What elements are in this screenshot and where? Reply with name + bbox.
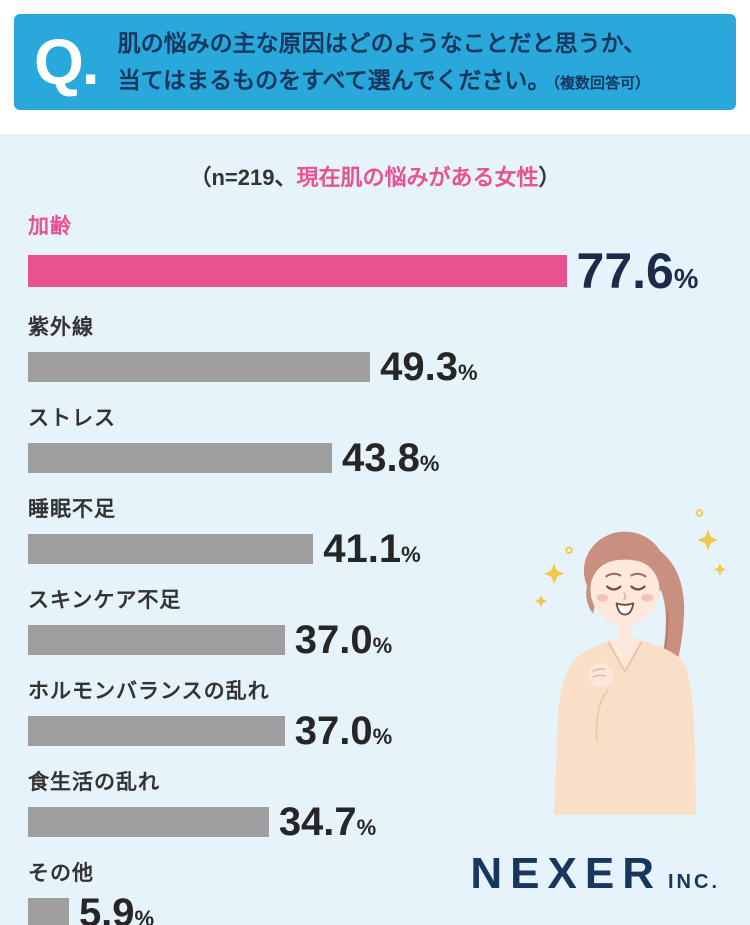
bar [28, 255, 567, 287]
question-line-1: 肌の悩みの主な原因はどのようなことだと思うか、 [117, 29, 647, 56]
question-banner: Q. 肌の悩みの主な原因はどのようなことだと思うか、 当てはまるものをすべて選ん… [14, 14, 736, 110]
bar-value: 37.0% [294, 709, 393, 753]
question-line-2: 当てはまるものをすべて選んでください。 （複数回答可） [117, 67, 650, 93]
bar [28, 352, 371, 382]
header-section: Q. 肌の悩みの主な原因はどのようなことだと思うか、 当てはまるものをすべて選ん… [0, 0, 750, 134]
bar-label: 睡眠不足 [28, 498, 116, 521]
chart-row: 加齢 77.6% [28, 210, 722, 296]
chart-row: ストレス 43.8% [28, 402, 722, 478]
nexer-logo-suffix: INC. [668, 871, 720, 893]
bar [28, 716, 285, 746]
nexer-logo-brand: NEXER [470, 849, 662, 898]
chart-row: 食生活の乱れ 34.7% [28, 766, 722, 842]
bar-value: 77.6% [576, 243, 699, 299]
bar [28, 625, 285, 655]
bar-label: ストレス [28, 407, 116, 430]
sample-note-highlight: 現在肌の悩みがある女性 [296, 165, 539, 190]
bar-label: 食生活の乱れ [28, 771, 160, 794]
bar-value: 49.3% [380, 345, 478, 389]
woman-illustration [534, 509, 727, 815]
chart-row: 睡眠不足 41.1% [28, 493, 722, 569]
bar [28, 807, 269, 837]
bar-label: スキンケア不足 [28, 589, 182, 612]
bar [28, 534, 314, 564]
chart-row: スキンケア不足 37.0% [28, 584, 722, 660]
bar-value: 43.8% [341, 436, 440, 480]
bar-label: その他 [28, 862, 94, 885]
q-mark: Q. [34, 26, 100, 98]
bar-label: ホルモンバランスの乱れ [28, 680, 270, 703]
chart-row: 紫外線 49.3% [28, 311, 722, 387]
sample-note: （n=219、現在肌の悩みがある女性） [189, 165, 561, 190]
question-note: （複数回答可） [552, 75, 650, 92]
sparkle-icon [534, 529, 727, 608]
nexer-logo: NEXER INC. [470, 849, 720, 899]
bar-value: 41.1% [323, 527, 421, 571]
question-text: 肌の悩みの主な原因はどのようなことだと思うか、 当てはまるものをすべて選んでくだ… [118, 25, 650, 100]
chart-row: ホルモンバランスの乱れ 37.0% [28, 675, 722, 751]
bar-value: 34.7% [278, 800, 377, 844]
bar-value: 37.0% [294, 618, 393, 662]
bar-label: 加齢 [28, 215, 72, 238]
chart-row: その他 5.9% [28, 857, 722, 925]
bar-chart: 加齢 77.6% 紫外線 49.3% ストレス 43.8% 睡眠不足 [0, 210, 750, 925]
bar-value: 5.9% [78, 891, 155, 925]
bar-label: 紫外線 [28, 316, 94, 339]
bar [28, 898, 69, 925]
bar [28, 443, 332, 473]
